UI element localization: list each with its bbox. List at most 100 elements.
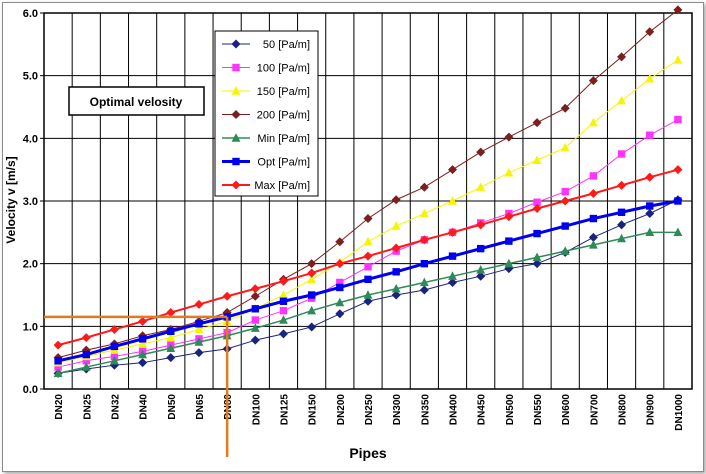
data-point: [560, 142, 570, 152]
annotation-text: Optimal velosity: [90, 95, 183, 109]
data-point: [53, 368, 63, 378]
data-point: [561, 187, 569, 196]
x-axis-label: Pipes: [349, 445, 387, 461]
data-point: [588, 76, 598, 86]
x-tick-label: DN200: [336, 394, 347, 426]
data-point: [448, 252, 457, 260]
x-tick-label: DN65: [195, 394, 206, 420]
data-point: [504, 258, 514, 268]
y-tick-label: 2.0: [23, 259, 38, 271]
data-point: [645, 27, 655, 37]
data-point: [504, 167, 514, 177]
x-tick-label: DN400: [449, 394, 460, 426]
y-tick-label: 1.0: [23, 321, 38, 333]
data-point: [617, 150, 626, 158]
x-tick-label: DN32: [110, 394, 121, 420]
x-tick-label: DN1000: [674, 394, 685, 431]
data-point: [391, 195, 401, 205]
data-point: [476, 147, 486, 157]
data-point: [645, 209, 655, 219]
legend-label: 200 [Pa/m]: [257, 110, 310, 122]
data-point: [589, 172, 598, 180]
data-point: [194, 299, 204, 309]
y-tick-label: 4.0: [23, 133, 38, 145]
data-point: [81, 333, 91, 343]
data-point: [307, 268, 317, 278]
data-point: [476, 265, 486, 274]
data-point: [307, 291, 316, 299]
data-point: [673, 55, 683, 64]
data-point: [335, 259, 345, 269]
data-point: [307, 274, 317, 284]
data-point: [138, 349, 148, 359]
x-tick-label: DN700: [589, 394, 600, 426]
data-point: [251, 305, 260, 313]
data-point: [532, 204, 542, 214]
data-point: [54, 357, 62, 365]
data-point: [82, 350, 90, 359]
x-tick-label: DN25: [82, 394, 93, 420]
series-4: [53, 227, 683, 378]
legend-swatch-marker: [232, 63, 240, 72]
data-point: [419, 277, 429, 287]
data-point: [363, 251, 373, 261]
data-point: [645, 227, 655, 237]
legend-swatch-marker: [231, 39, 241, 49]
data-point: [364, 263, 372, 271]
data-point: [335, 309, 345, 319]
data-point: [617, 95, 626, 105]
data-point: [364, 275, 372, 284]
data-point: [194, 348, 204, 358]
data-point: [166, 353, 176, 363]
data-point: [504, 212, 514, 222]
y-tick-label: 6.0: [23, 8, 38, 20]
x-tick-label: DN350: [420, 394, 431, 426]
data-point: [110, 342, 119, 351]
y-tick-label: 3.0: [23, 196, 38, 208]
data-point: [589, 214, 598, 223]
data-point: [138, 335, 147, 343]
x-tick-label: DN550: [533, 394, 544, 426]
data-point: [419, 285, 429, 295]
legend-swatch-marker: [231, 86, 241, 95]
data-point: [617, 52, 627, 62]
data-point: [476, 182, 486, 191]
data-point: [448, 271, 457, 280]
data-point: [645, 73, 655, 83]
legend-label: 100 [Pa/m]: [257, 63, 310, 75]
data-point: [307, 305, 317, 315]
data-point: [391, 221, 401, 230]
data-point: [167, 327, 175, 336]
x-tick-label: DN800: [618, 394, 629, 426]
data-point: [674, 197, 682, 205]
legend-label: 50 [Pa/m]: [263, 39, 310, 51]
legend-entry: 50 [Pa/m]: [222, 39, 310, 51]
data-point: [363, 236, 373, 246]
data-point: [138, 316, 148, 326]
data-point: [335, 297, 345, 307]
legend-entry: 200 [Pa/m]: [222, 110, 310, 122]
legend-swatch-marker: [231, 109, 241, 120]
data-point: [250, 291, 260, 301]
data-point: [476, 220, 486, 230]
data-point: [363, 214, 373, 224]
x-tick-label: DN150: [308, 394, 319, 426]
legend-swatch-marker: [231, 133, 241, 142]
series-layer: [53, 5, 683, 378]
data-point: [109, 324, 119, 334]
data-point: [278, 276, 288, 286]
data-point: [419, 182, 429, 192]
x-tick-label: DN125: [279, 394, 290, 426]
x-tick-label: DN40: [139, 394, 150, 420]
data-point: [391, 290, 401, 300]
x-tick-label: DN450: [477, 394, 488, 426]
data-point: [250, 284, 260, 294]
x-tick-label: DN20: [54, 394, 65, 420]
data-point: [674, 115, 682, 124]
x-tick-label: DN80: [223, 394, 234, 420]
legend-entry: Max [Pa/m]: [222, 180, 310, 192]
legend-label: Max [Pa/m]: [254, 180, 310, 192]
legend-swatch-marker: [232, 157, 240, 166]
legend-label: 150 [Pa/m]: [257, 86, 310, 98]
